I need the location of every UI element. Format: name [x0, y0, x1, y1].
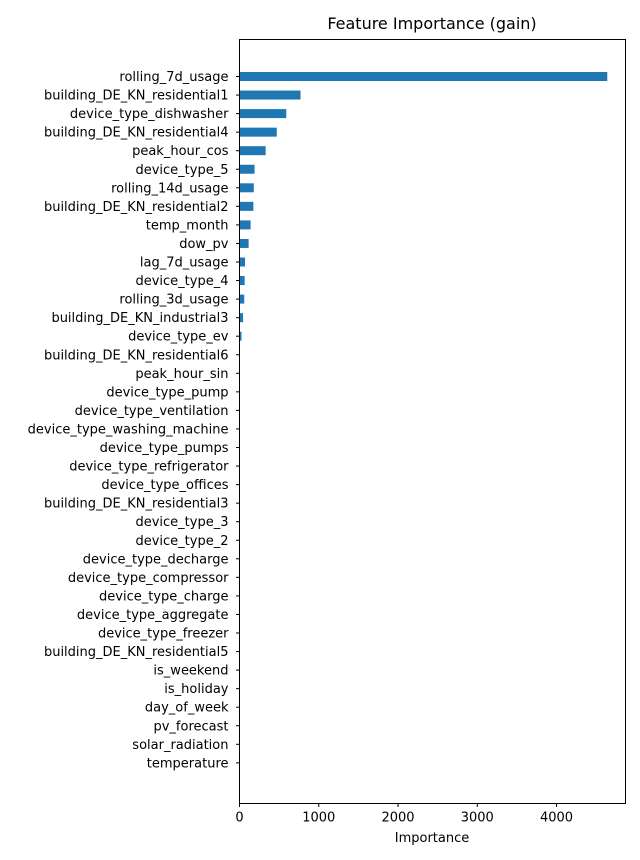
category-label: device_type_charge	[99, 589, 228, 604]
category-label: building_DE_KN_residential4	[44, 126, 229, 141]
x-tick-label: 1000	[302, 811, 335, 826]
bars-layer	[239, 72, 608, 545]
bar-rolling_14d_usage	[239, 183, 254, 193]
category-label: rolling_14d_usage	[111, 181, 228, 196]
category-label: device_type_refrigerator	[69, 460, 229, 475]
category-label: solar_radiation	[132, 738, 228, 753]
x-axis-label: Importance	[395, 831, 470, 846]
category-label: temp_month	[146, 218, 229, 233]
category-label: temperature	[147, 756, 229, 771]
bar-device_type_dishwasher	[239, 109, 287, 119]
bar-rolling_7d_usage	[239, 72, 608, 81]
x-axis-ticks: 0 1000 2000 3000 4000	[235, 803, 573, 826]
category-label: device_type_2	[135, 534, 228, 549]
category-label: day_of_week	[145, 701, 229, 716]
bar-rolling_3d_usage	[239, 294, 245, 304]
category-label: device_type_5	[135, 163, 228, 178]
category-label: is_holiday	[164, 682, 229, 697]
bar-dow_pv	[239, 238, 249, 248]
category-label: device_type_freezer	[98, 627, 229, 642]
category-label: building_DE_KN_residential1	[44, 89, 229, 104]
category-label: building_DE_KN_residential6	[44, 348, 229, 363]
bar-device_type_5	[239, 164, 255, 174]
category-label: rolling_7d_usage	[119, 70, 228, 85]
category-label: pv_forecast	[153, 719, 228, 734]
bar-device_type_4	[239, 276, 245, 286]
category-label: device_type_ventilation	[75, 404, 229, 419]
category-label: device_type_3	[135, 515, 228, 530]
category-label: peak_hour_sin	[135, 367, 228, 382]
x-tick-label: 4000	[540, 811, 573, 826]
bar-building_DE_KN_residential2	[239, 201, 254, 211]
x-tick-label: 0	[235, 811, 243, 826]
category-label: rolling_3d_usage	[119, 293, 228, 308]
bar-temp_month	[239, 220, 251, 230]
category-label: building_DE_KN_residential3	[44, 497, 229, 512]
bar-lag_7d_usage	[239, 257, 246, 267]
category-label: device_type_decharge	[83, 552, 229, 567]
category-label: lag_7d_usage	[140, 256, 229, 271]
category-label: device_type_4	[135, 274, 228, 289]
bar-peak_hour_cos	[239, 146, 266, 156]
category-label: building_DE_KN_residential2	[44, 200, 229, 215]
category-label: device_type_offices	[101, 478, 228, 493]
bar-building_DE_KN_industrial3	[239, 313, 244, 323]
category-labels: rolling_7d_usage building_DE_KN_residenti…	[28, 70, 240, 771]
x-tick-label: 2000	[381, 811, 414, 826]
category-label: is_weekend	[153, 664, 228, 679]
category-label: device_type_compressor	[68, 571, 229, 586]
category-label: peak_hour_cos	[132, 144, 229, 159]
bar-building_DE_KN_residential1	[239, 90, 301, 100]
category-label: dow_pv	[179, 237, 229, 252]
x-tick-label: 3000	[461, 811, 494, 826]
chart-title: Feature Importance (gain)	[327, 14, 536, 33]
category-label: device_type_pump	[106, 385, 228, 400]
category-label: device_type_dishwasher	[70, 107, 229, 122]
category-label: building_DE_KN_residential5	[44, 645, 229, 660]
category-label: device_type_washing_machine	[28, 422, 229, 437]
bar-device_type_ev	[239, 331, 242, 341]
category-label: building_DE_KN_industrial3	[51, 311, 228, 326]
bar-building_DE_KN_residential4	[239, 127, 277, 137]
plot-frame	[239, 39, 626, 804]
category-label: device_type_aggregate	[77, 608, 229, 623]
category-label: device_type_ev	[128, 330, 229, 345]
category-label: device_type_pumps	[100, 441, 229, 456]
